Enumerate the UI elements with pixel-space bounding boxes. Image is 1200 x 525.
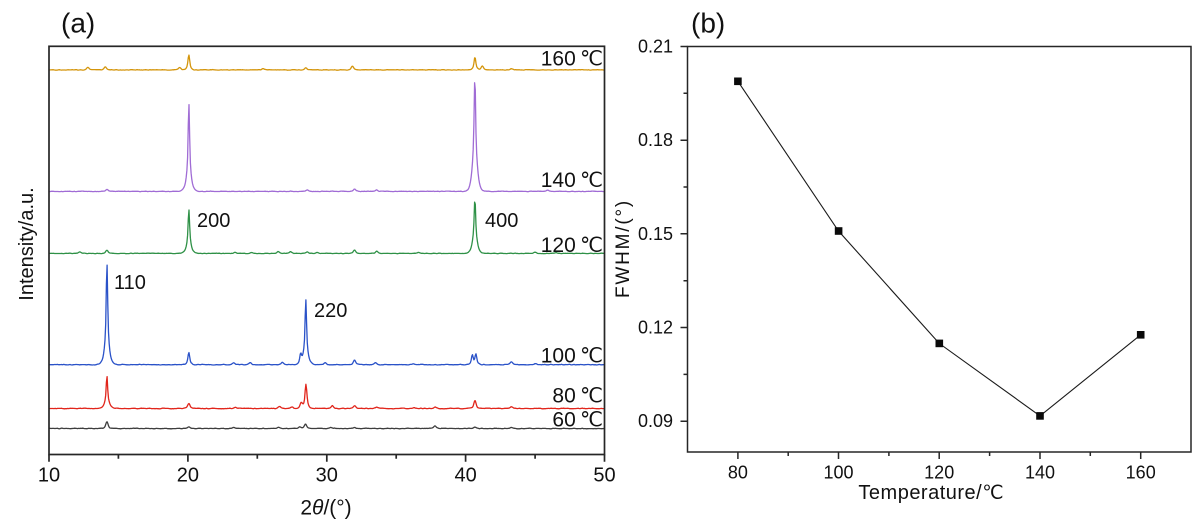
svg-text:FWHM/(°): FWHM/(°) [613,199,634,298]
svg-text:100: 100 [823,463,853,483]
svg-text:(b): (b) [691,8,725,39]
svg-text:220: 220 [314,300,347,322]
svg-text:0.18: 0.18 [638,130,673,150]
svg-text:0.21: 0.21 [638,37,673,57]
svg-text:50: 50 [593,465,615,487]
svg-text:Intensity/a.u.: Intensity/a.u. [16,187,38,300]
svg-text:(a): (a) [61,8,95,39]
svg-text:20: 20 [177,465,199,487]
svg-text:0.12: 0.12 [638,318,673,338]
svg-text:2θ/(°): 2θ/(°) [300,496,351,519]
svg-text:60 ℃: 60 ℃ [552,409,603,432]
svg-text:10: 10 [38,465,60,487]
svg-text:120: 120 [924,463,954,483]
svg-text:Temperature/℃: Temperature/℃ [858,482,1003,504]
svg-text:100 ℃: 100 ℃ [541,345,603,368]
svg-text:80 ℃: 80 ℃ [552,385,603,408]
svg-text:160 ℃: 160 ℃ [541,48,603,71]
svg-text:200: 200 [197,210,230,232]
svg-text:140: 140 [1025,463,1055,483]
svg-text:120 ℃: 120 ℃ [541,234,603,257]
svg-text:40: 40 [454,465,476,487]
svg-text:0.09: 0.09 [638,411,673,431]
svg-text:160: 160 [1126,463,1156,483]
svg-text:30: 30 [316,465,338,487]
svg-text:110: 110 [114,272,146,294]
svg-text:140 ℃: 140 ℃ [541,169,603,192]
svg-text:0.15: 0.15 [638,224,673,244]
svg-text:80: 80 [728,463,748,483]
svg-text:400: 400 [485,210,518,232]
